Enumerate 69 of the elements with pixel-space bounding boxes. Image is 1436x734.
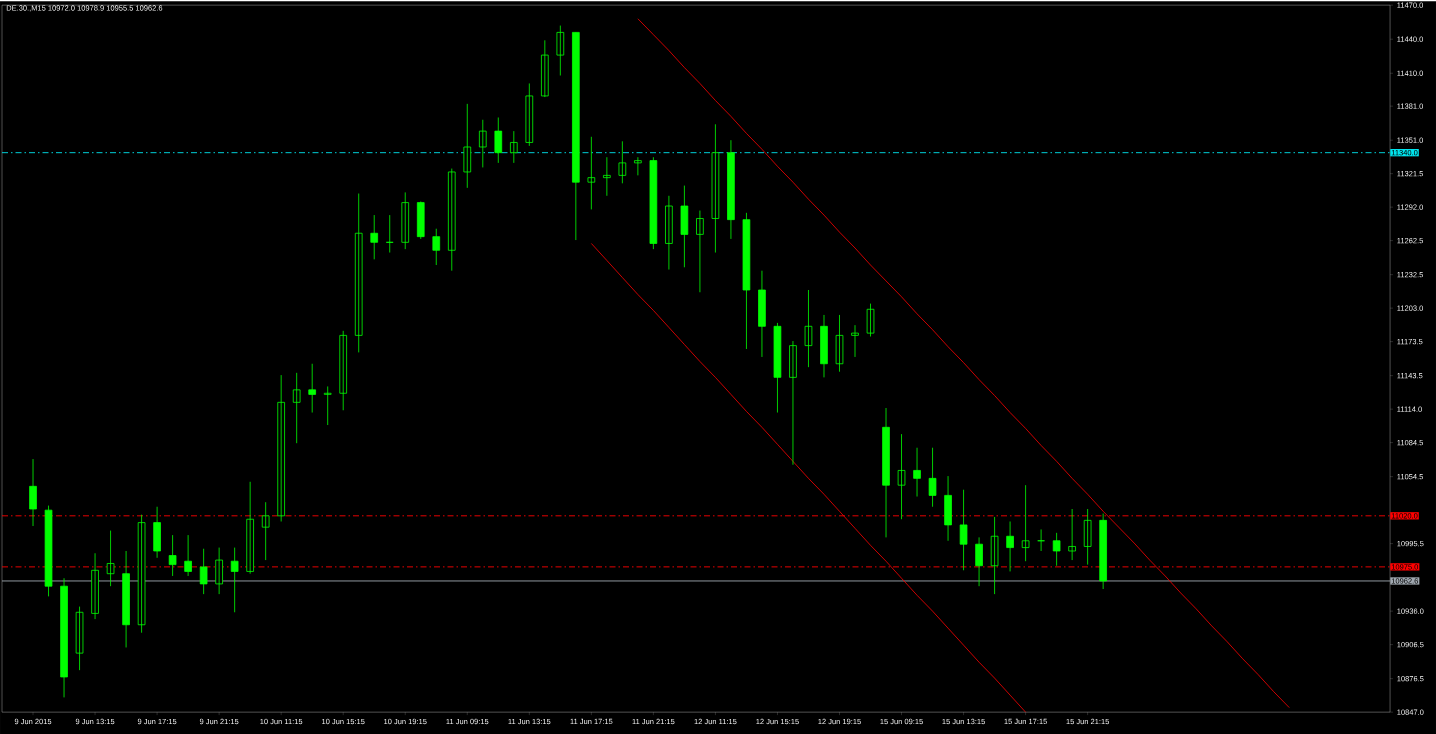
candlestick xyxy=(1006,521,1014,572)
candlestick xyxy=(230,547,239,613)
candlestick xyxy=(432,228,441,266)
candlestick xyxy=(603,156,611,197)
candlestick xyxy=(44,505,53,597)
candlestick xyxy=(959,489,968,571)
candlestick xyxy=(463,103,472,189)
candlestick xyxy=(758,270,766,358)
candlestick xyxy=(897,433,906,520)
candlestick xyxy=(696,210,704,293)
candlestick xyxy=(541,39,549,98)
candlestick xyxy=(478,119,487,168)
candlestick xyxy=(913,447,921,497)
candlestick xyxy=(1021,484,1030,562)
candlestick xyxy=(665,195,673,270)
candlestick xyxy=(308,363,316,413)
candlestick xyxy=(1052,532,1061,567)
candlestick xyxy=(789,340,797,466)
candlestick xyxy=(1099,513,1107,590)
candlestick xyxy=(587,136,596,210)
candlestick xyxy=(1083,508,1092,565)
candlestick xyxy=(168,534,177,577)
candlestick xyxy=(323,385,332,426)
candlestick xyxy=(339,330,348,411)
candlestick xyxy=(804,289,813,368)
candlestick xyxy=(944,475,952,542)
candlestick xyxy=(354,193,363,353)
candlestick xyxy=(122,550,130,648)
candlestick xyxy=(525,82,534,147)
candlestick xyxy=(199,548,208,595)
candlestick xyxy=(711,123,720,253)
candlestick xyxy=(866,303,875,337)
candlestick xyxy=(773,322,782,413)
candlestick xyxy=(618,140,627,184)
candlestick xyxy=(246,481,254,575)
candlestick xyxy=(928,447,937,508)
candlestick xyxy=(106,530,115,587)
candlestick xyxy=(742,212,751,350)
candlestick xyxy=(572,31,580,241)
candlestick xyxy=(60,577,68,698)
candlestick xyxy=(1068,508,1076,561)
candlestick xyxy=(494,117,503,164)
candlestick xyxy=(990,516,999,595)
candlestick xyxy=(851,324,859,358)
candlestick xyxy=(416,201,425,240)
candlestick xyxy=(91,552,99,620)
candlestick xyxy=(370,214,379,260)
candlestick xyxy=(649,156,658,250)
candlestick xyxy=(401,191,410,250)
candlestick xyxy=(835,314,844,373)
candlestick xyxy=(75,606,84,671)
candlestick xyxy=(680,185,689,268)
candlestick xyxy=(277,374,285,522)
candlestick xyxy=(137,514,146,634)
candlestick xyxy=(882,407,890,538)
candlestick xyxy=(634,156,642,176)
candlestick xyxy=(820,314,828,378)
candlestick xyxy=(385,214,394,253)
candlestick xyxy=(292,372,301,444)
candlestick xyxy=(184,534,192,577)
candlestick xyxy=(215,547,223,595)
candlestick xyxy=(29,458,37,527)
candlestick xyxy=(975,536,983,587)
candlestick xyxy=(556,25,565,76)
candlestick xyxy=(153,506,161,559)
candlestick xyxy=(261,501,270,561)
candlestick xyxy=(509,130,518,164)
candlestick xyxy=(447,168,456,272)
candlestick xyxy=(727,139,735,240)
